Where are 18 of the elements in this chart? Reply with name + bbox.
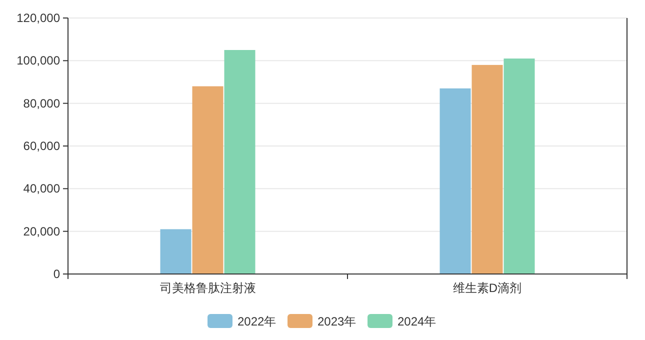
- y-tick-label: 60,000: [23, 139, 60, 153]
- y-tick-label: 20,000: [23, 224, 60, 238]
- y-tick-label: 0: [53, 267, 60, 281]
- legend-label: 2023年: [318, 314, 356, 328]
- bar: [224, 50, 256, 274]
- bar: [160, 229, 192, 274]
- bar: [472, 64, 503, 274]
- x-tick-label: 维生素D滴剂: [452, 281, 522, 295]
- bar: [504, 58, 535, 274]
- legend-label: 2022年: [238, 314, 276, 328]
- x-tick-label: 司美格鲁肽注射液: [160, 281, 256, 295]
- bar: [440, 88, 471, 274]
- bar: [192, 86, 224, 274]
- legend-label: 2024年: [398, 314, 436, 328]
- y-tick-label: 120,000: [16, 11, 60, 25]
- y-tick-label: 80,000: [23, 96, 60, 110]
- y-tick-label: 100,000: [16, 54, 60, 68]
- y-tick-label: 40,000: [23, 182, 60, 196]
